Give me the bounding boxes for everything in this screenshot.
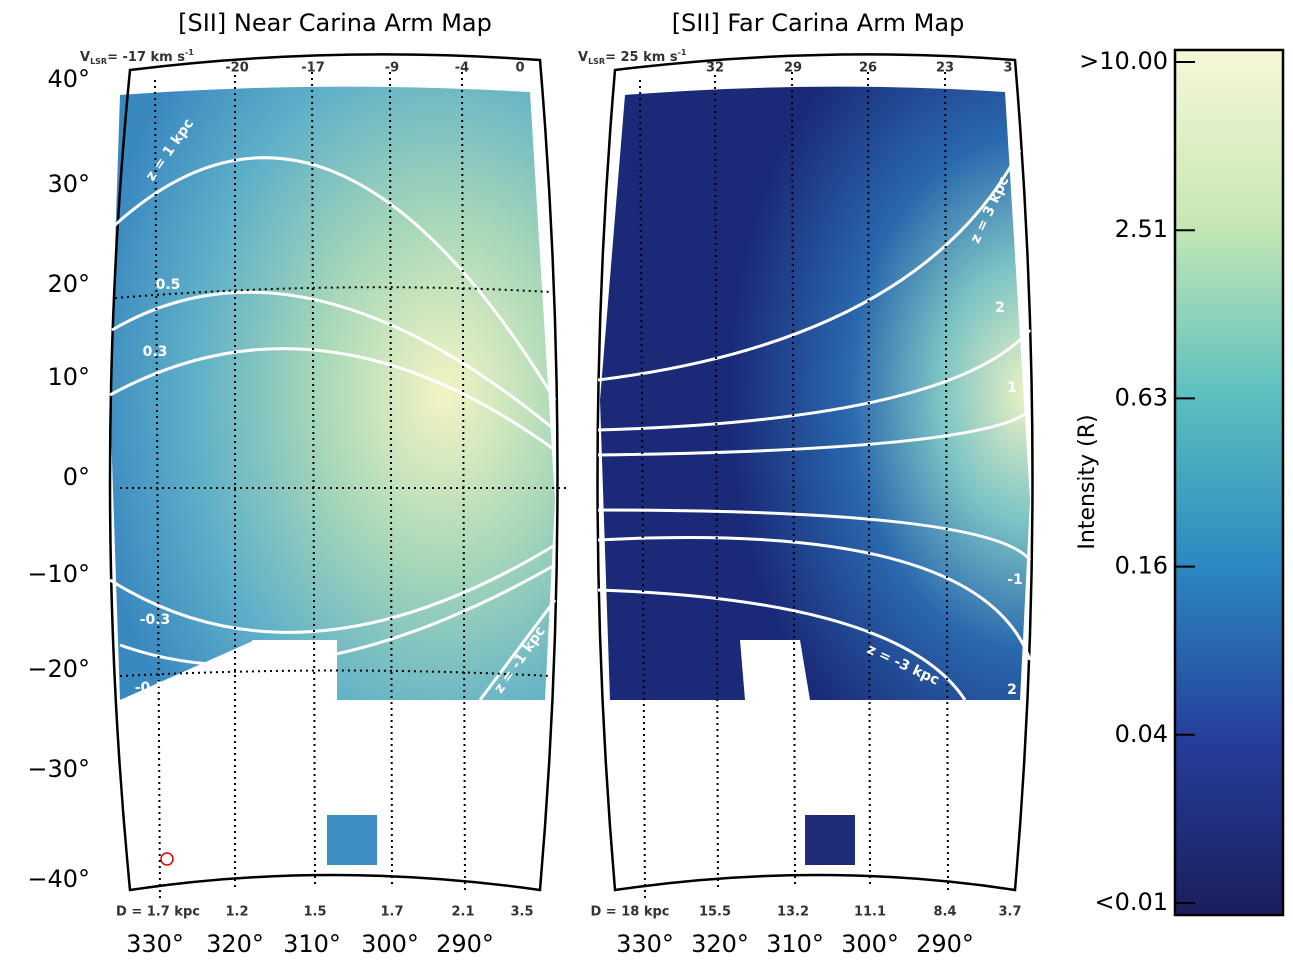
panel-title: [SII] Far Carina Arm Map <box>672 9 965 37</box>
top-label: -17 <box>301 61 325 76</box>
distance-label: 2.1 <box>451 905 474 920</box>
latitude-label: −20° <box>27 655 90 683</box>
far-map <box>596 53 1034 901</box>
longitude-label: 290° <box>916 930 974 958</box>
near-map <box>108 53 570 901</box>
distance-label: D = 18 kpc <box>590 905 669 920</box>
contour-label: -0.3 <box>140 612 171 628</box>
longitude-label: 310° <box>766 930 824 958</box>
longitude-label: 300° <box>361 930 419 958</box>
top-label: -9 <box>385 61 399 76</box>
contour-label: 0.3 <box>143 344 168 360</box>
latitude-label: 40° <box>47 65 90 93</box>
vlsr-label: VLSR= 25 km s-1 <box>578 48 687 66</box>
latitude-label: 0° <box>63 463 90 491</box>
latitude-label: 10° <box>47 363 90 391</box>
colorbar-tick-label: 0.04 <box>1115 720 1168 748</box>
vlsr-sub: LSR <box>90 57 107 66</box>
top-label: 23 <box>936 61 954 76</box>
vlsr-sup: -1 <box>185 48 194 57</box>
distance-label: 1.2 <box>225 905 248 920</box>
distance-label: 3.5 <box>510 905 533 920</box>
longitude-label: 320° <box>691 930 749 958</box>
contour-label: 0.5 <box>156 277 181 293</box>
distance-label: 1.5 <box>303 905 326 920</box>
top-label: -20 <box>225 61 249 76</box>
vlsr-v: V <box>80 50 90 65</box>
vlsr-v: V <box>578 50 588 65</box>
colorbar-tick-label: 2.51 <box>1115 215 1168 243</box>
vlsr-sub: LSR <box>588 57 605 66</box>
latitude-label: 30° <box>47 170 90 198</box>
colorbar-tick-label: >10.00 <box>1079 47 1168 75</box>
distance-label: 1.7 <box>380 905 403 920</box>
colorbar-label: Intensity (R) <box>1075 414 1100 549</box>
contour-label: 2 <box>1007 682 1017 698</box>
distance-label: 13.2 <box>777 905 809 920</box>
distance-label: 11.1 <box>854 905 886 920</box>
vlsr-text: = 25 km s <box>605 50 678 65</box>
latitude-label: −40° <box>27 865 90 893</box>
distance-label: 15.5 <box>699 905 731 920</box>
contour-label: -0.5 <box>135 680 166 696</box>
longitude-label: 330° <box>616 930 674 958</box>
top-label: -4 <box>455 61 469 76</box>
longitude-label: 330° <box>126 930 184 958</box>
longitude-label: 300° <box>841 930 899 958</box>
top-label: 0 <box>515 61 524 76</box>
distance-label: D = 1.7 kpc <box>116 905 200 920</box>
longitude-label: 290° <box>436 930 494 958</box>
distance-label: 3.7 <box>998 905 1021 920</box>
contour-label: -1 <box>1007 572 1023 588</box>
longitude-label: 310° <box>283 930 341 958</box>
colorbar-tick-label: <0.01 <box>1094 888 1168 916</box>
latitude-label: 20° <box>47 270 90 298</box>
longitude-label: 320° <box>206 930 264 958</box>
vlsr-sup: -1 <box>678 48 687 57</box>
top-label: 32 <box>706 61 724 76</box>
contour-label: 1 <box>1007 380 1017 396</box>
vlsr-text: = -17 km s <box>107 50 185 65</box>
panel-title: [SII] Near Carina Arm Map <box>178 9 492 37</box>
colorbar-tick-label: 0.63 <box>1115 383 1168 411</box>
contour-label: 2 <box>995 300 1005 316</box>
top-label: 3 <box>1003 61 1012 76</box>
top-label: 26 <box>859 61 877 76</box>
latitude-label: −30° <box>27 755 90 783</box>
top-label: 29 <box>784 61 802 76</box>
colorbar: Intensity (R) <box>1075 48 1285 917</box>
vlsr-label: VLSR= -17 km s-1 <box>80 48 194 66</box>
colorbar-tick-label: 0.16 <box>1115 552 1168 580</box>
distance-label: 8.4 <box>933 905 956 920</box>
latitude-label: −10° <box>27 560 90 588</box>
